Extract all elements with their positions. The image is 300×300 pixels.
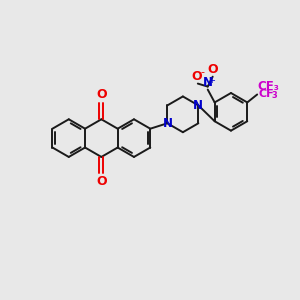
Text: O: O [207,63,218,76]
Text: O: O [96,88,107,101]
Text: N: N [162,117,172,130]
Text: N: N [203,76,213,88]
Text: -: - [201,67,205,77]
Text: CF₃: CF₃ [257,80,279,92]
Text: O: O [191,70,202,83]
Text: N: N [194,99,203,112]
Text: CF: CF [258,89,274,100]
Text: +: + [208,76,214,85]
Text: 3: 3 [271,91,277,100]
Text: O: O [96,175,107,188]
